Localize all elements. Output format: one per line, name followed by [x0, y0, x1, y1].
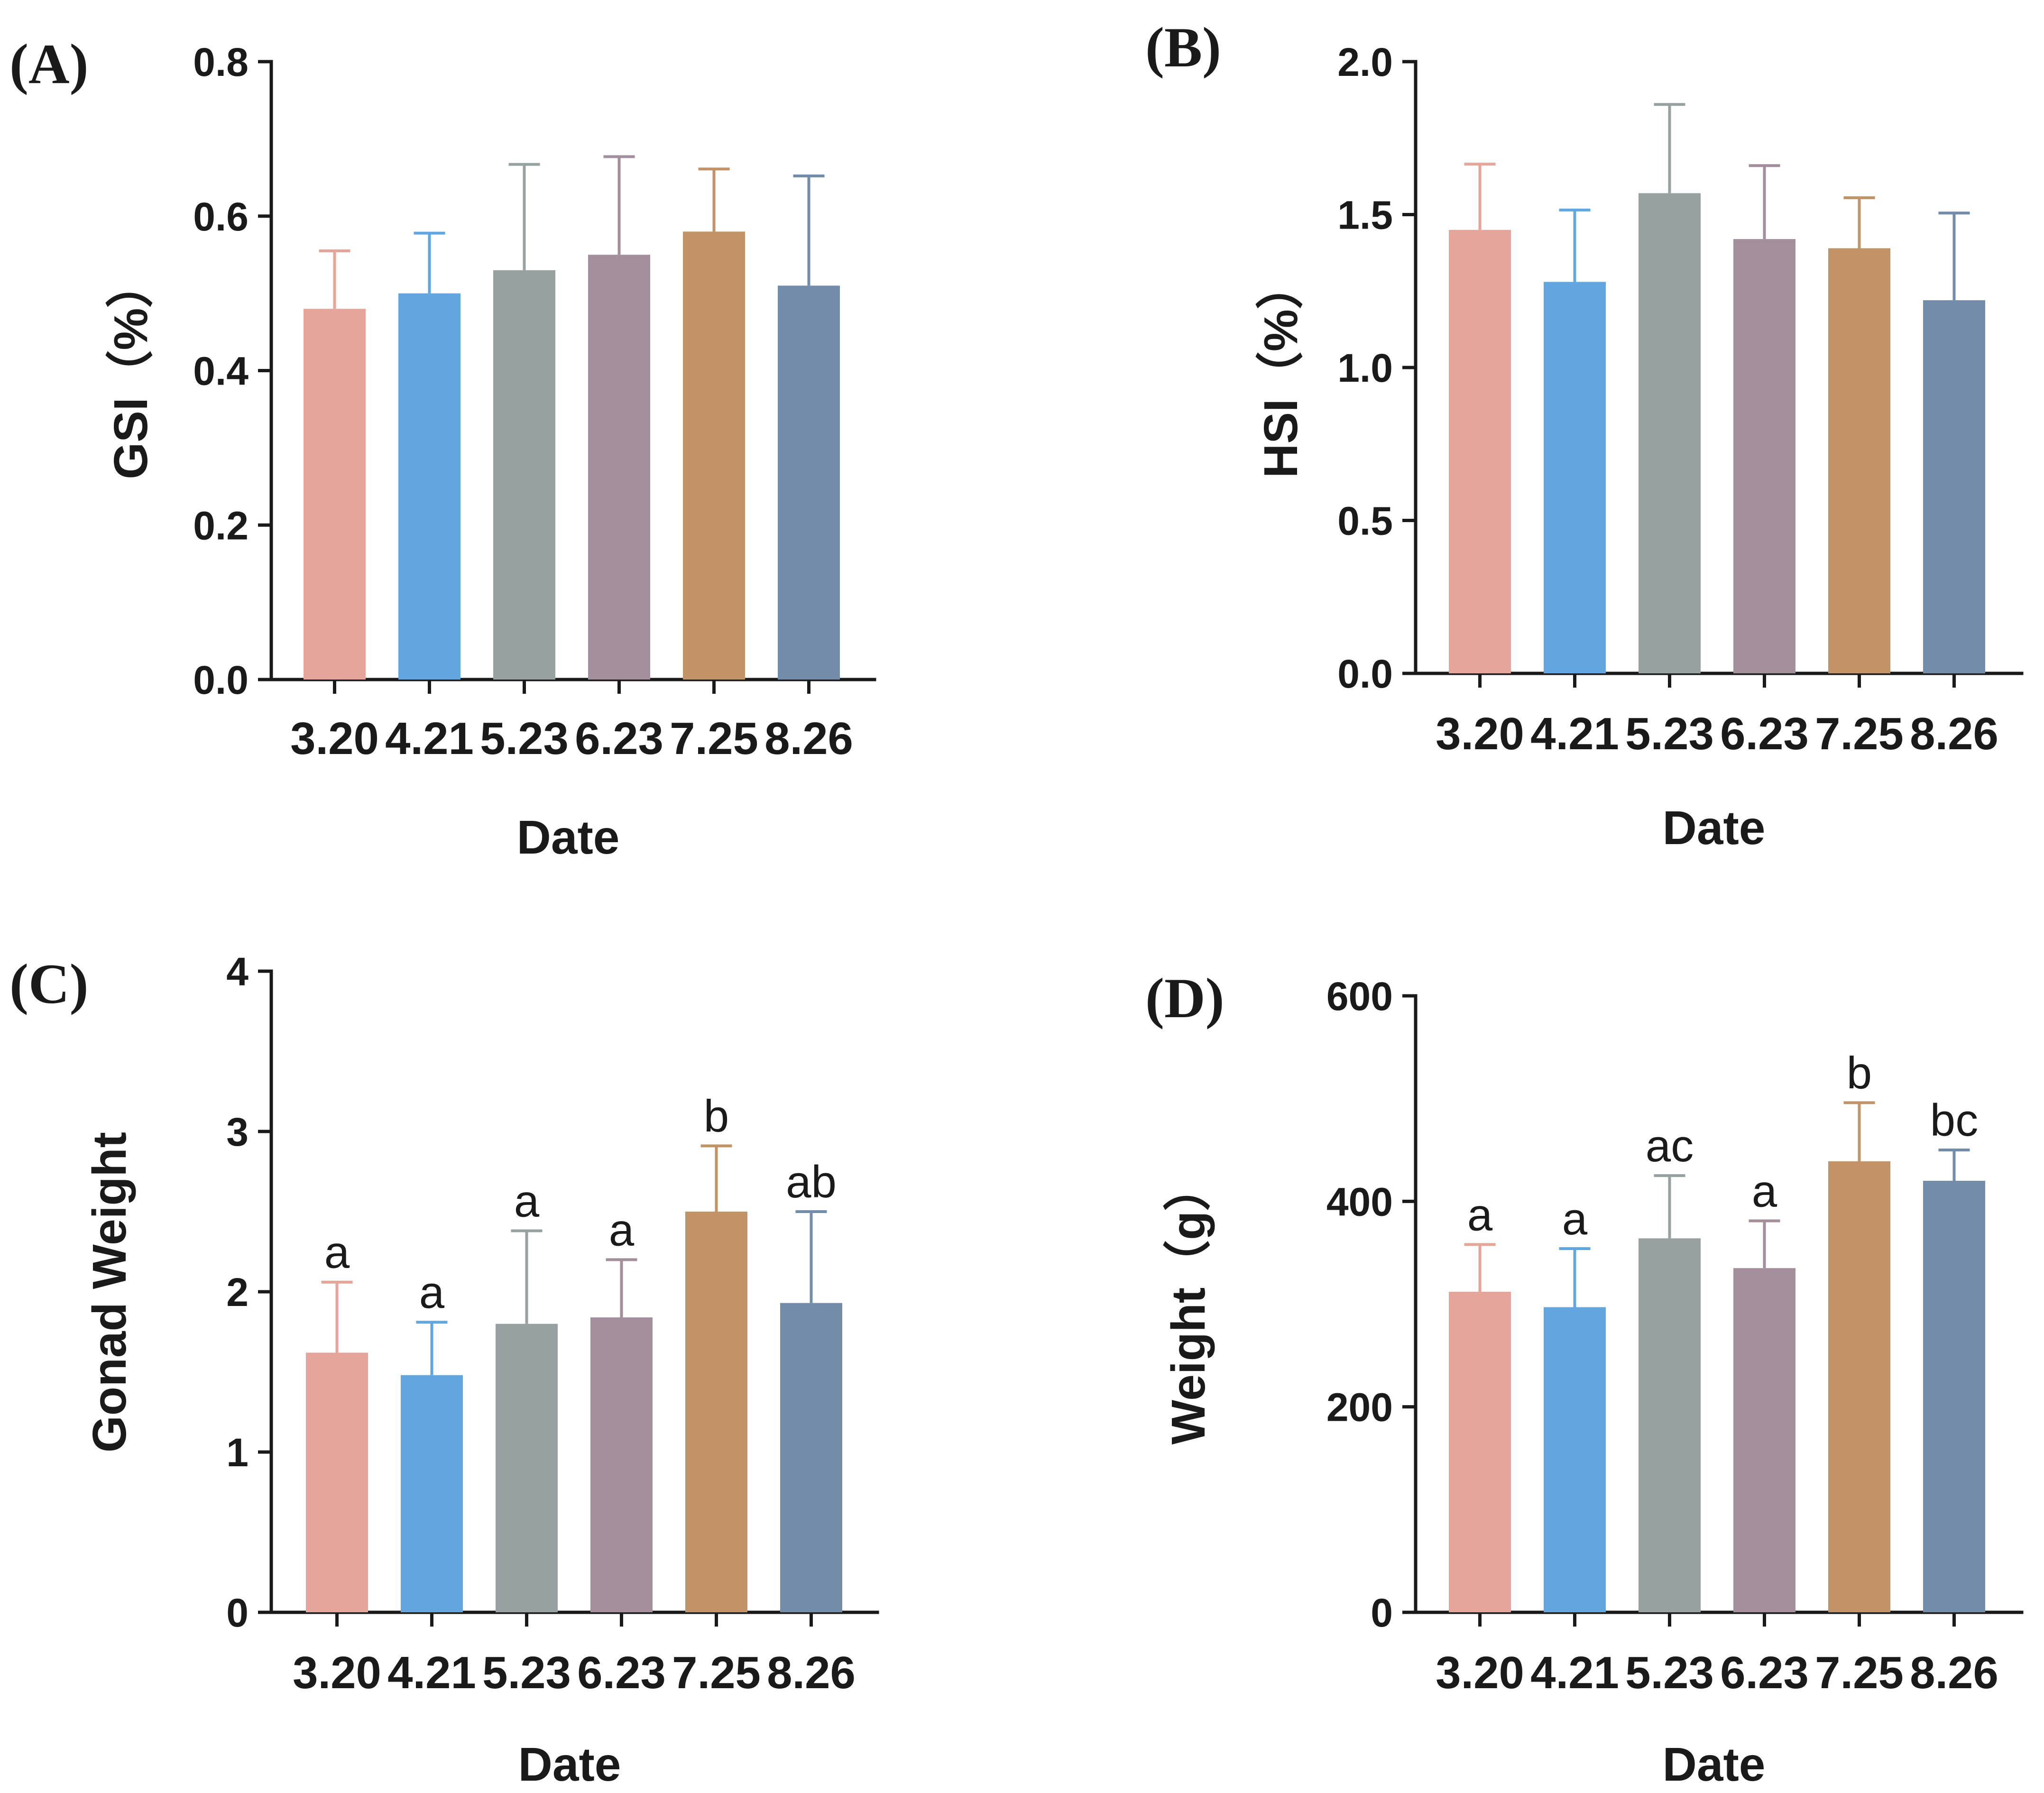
panel-label: (C): [9, 952, 89, 1015]
panel-c: (C) 0 1 2 3 4 Gonad Weight 3.20 a 4.21 a 5.23 a 6.23 a…: [9, 949, 879, 1791]
y-tick-label: 2.0: [1337, 40, 1393, 84]
y-tick-label: 600: [1326, 974, 1393, 1019]
bar: [1828, 1161, 1890, 1612]
y-tick-label: 400: [1326, 1179, 1393, 1224]
y-tick-label: 0: [1371, 1591, 1393, 1635]
y-tick-label: 0: [226, 1591, 249, 1635]
x-tick-label: 7.25: [1815, 708, 1904, 759]
x-tick-label: 6.23: [1720, 708, 1809, 759]
bar: [685, 1212, 747, 1612]
x-axis-title: Date: [517, 811, 620, 864]
bar: [778, 285, 840, 680]
y-axis-title: HSI（%）: [1254, 262, 1307, 478]
significance-label: a: [1752, 1166, 1777, 1217]
x-tick-label: 7.25: [1815, 1647, 1904, 1698]
significance-label: b: [1847, 1048, 1872, 1098]
x-tick-label: 3.20: [290, 713, 379, 764]
significance-label: a: [514, 1176, 540, 1227]
y-tick-label: 0.0: [1337, 652, 1393, 696]
x-tick-label: 4.21: [1530, 708, 1619, 759]
x-tick-label: 7.25: [672, 1647, 761, 1698]
x-tick-label: 8.26: [767, 1647, 856, 1698]
x-tick-label: 5.23: [482, 1647, 571, 1698]
bar: [780, 1303, 842, 1612]
panel-b: (B) 0.0 0.5 1.0 1.5 2.0 HSI（%） 3.20 4.21 5.23 6.23…: [1145, 16, 2024, 855]
bar: [683, 231, 745, 680]
x-tick-label: 6.23: [1720, 1647, 1809, 1698]
y-axis-title: Gonad Weight: [83, 1132, 136, 1453]
y-tick-label: 0.6: [193, 194, 249, 239]
x-tick-label: 7.25: [670, 713, 758, 764]
x-tick-label: 5.23: [480, 713, 569, 764]
y-tick-label: 0.4: [193, 349, 249, 394]
x-tick-label: 6.23: [577, 1647, 666, 1698]
panel-a: (A) 0.0 0.2 0.4 0.6 0.8 GSI（%） 3.20 4.21 5.23 6.23…: [9, 32, 876, 864]
bar: [401, 1375, 463, 1612]
significance-label: a: [324, 1227, 350, 1278]
y-tick-label: 2: [226, 1270, 249, 1315]
bar: [1923, 1181, 1985, 1612]
bar: [1544, 282, 1606, 673]
bar: [1544, 1307, 1606, 1612]
panel-label: (B): [1145, 16, 1221, 79]
panel-label: (A): [9, 32, 89, 95]
y-tick-label: 0.2: [193, 503, 249, 548]
significance-label: bc: [1930, 1095, 1978, 1146]
x-tick-label: 5.23: [1625, 1647, 1714, 1698]
bar: [590, 1317, 653, 1612]
x-tick-label: 8.26: [1910, 1647, 1998, 1698]
x-axis-title: Date: [1663, 1738, 1766, 1791]
bar: [493, 270, 555, 680]
y-tick-label: 200: [1326, 1385, 1393, 1430]
significance-label: ab: [786, 1157, 837, 1207]
x-axis-title: Date: [518, 1738, 621, 1791]
y-tick-label: 1: [226, 1430, 249, 1475]
x-tick-label: 8.26: [764, 713, 853, 764]
x-tick-label: 3.20: [1436, 708, 1524, 759]
x-tick-label: 3.20: [293, 1647, 381, 1698]
y-tick-label: 0.5: [1337, 499, 1393, 543]
significance-label: a: [609, 1205, 635, 1255]
significance-label: a: [419, 1267, 445, 1318]
x-tick-label: 5.23: [1625, 708, 1714, 759]
panel-label: (D): [1145, 966, 1225, 1030]
panel-d: (D) 0 200 400 600 Weight（g） 3.20 a 4.21 a 5.23 ac 6.…: [1145, 966, 2024, 1791]
x-tick-label: 4.21: [1530, 1647, 1619, 1698]
bar: [1828, 248, 1890, 673]
y-tick-label: 1.5: [1337, 193, 1393, 238]
y-tick-label: 0.8: [193, 40, 249, 84]
x-axis-title: Date: [1663, 801, 1766, 855]
x-tick-label: 4.21: [387, 1647, 476, 1698]
significance-label: a: [1467, 1189, 1493, 1240]
x-tick-label: 6.23: [575, 713, 663, 764]
bar: [306, 1352, 368, 1612]
x-tick-label: 4.21: [385, 713, 474, 764]
bar: [1639, 193, 1701, 674]
bar: [1449, 230, 1511, 673]
significance-label: b: [704, 1091, 729, 1141]
y-axis-title: Weight（g）: [1162, 1164, 1215, 1445]
bar: [1733, 1268, 1795, 1612]
y-tick-label: 3: [226, 1110, 249, 1154]
bar: [588, 255, 650, 680]
bar: [304, 309, 366, 680]
bar: [398, 293, 460, 680]
y-tick-label: 1.0: [1337, 346, 1393, 390]
y-tick-label: 4: [226, 949, 249, 994]
bar: [1449, 1292, 1511, 1612]
x-tick-label: 8.26: [1910, 708, 1998, 759]
y-tick-label: 0.0: [193, 658, 249, 702]
significance-label: ac: [1646, 1121, 1694, 1171]
significance-label: a: [1562, 1194, 1588, 1244]
x-tick-label: 3.20: [1436, 1647, 1524, 1698]
bar: [1923, 300, 1985, 673]
y-axis-title: GSI（%）: [104, 260, 157, 479]
bar: [1733, 239, 1795, 674]
bar: [496, 1324, 558, 1612]
bar: [1639, 1238, 1701, 1612]
